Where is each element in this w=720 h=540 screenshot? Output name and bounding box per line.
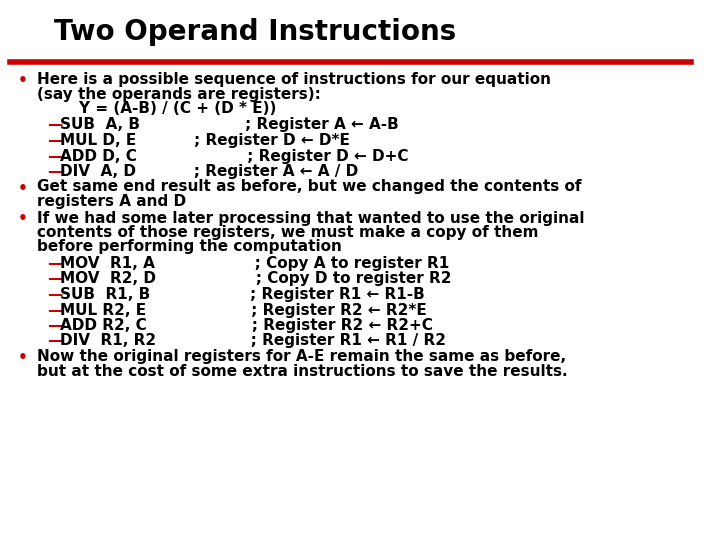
Text: —: — [47,133,62,148]
Text: SUB  R1, B                   ; Register R1 ← R1-B: SUB R1, B ; Register R1 ← R1-B [60,287,425,302]
Text: —: — [47,164,62,179]
Text: —: — [47,302,62,318]
Text: —: — [47,148,62,164]
Text: MUL R2, E                    ; Register R2 ← R2*E: MUL R2, E ; Register R2 ← R2*E [60,302,427,318]
Text: DIV  A, D           ; Register A ← A / D: DIV A, D ; Register A ← A / D [60,164,359,179]
Text: contents of those registers, we must make a copy of them: contents of those registers, we must mak… [37,225,539,240]
Text: Here is a possible sequence of instructions for our equation: Here is a possible sequence of instructi… [37,72,551,87]
Text: —: — [47,287,62,302]
Text: ADD D, C                     ; Register D ← D+C: ADD D, C ; Register D ← D+C [60,148,409,164]
Text: MOV  R2, D                   ; Copy D to register R2: MOV R2, D ; Copy D to register R2 [60,272,452,287]
Text: —: — [47,318,62,333]
Text: •: • [17,180,27,195]
Text: Now the original registers for A-E remain the same as before,: Now the original registers for A-E remai… [37,349,566,364]
Text: MUL D, E           ; Register D ← D*E: MUL D, E ; Register D ← D*E [60,133,350,148]
Text: —: — [47,272,62,287]
Text: •: • [17,212,27,226]
Text: before performing the computation: before performing the computation [37,240,342,254]
Text: SUB  A, B                    ; Register A ← A-B: SUB A, B ; Register A ← A-B [60,118,399,132]
Text: •: • [17,73,27,88]
Text: but at the cost of some extra instructions to save the results.: but at the cost of some extra instructio… [37,363,567,379]
Text: registers A and D: registers A and D [37,194,186,209]
Text: If we had some later processing that wanted to use the original: If we had some later processing that wan… [37,211,585,226]
Text: Y = (A-B) / (C + (D * E)): Y = (A-B) / (C + (D * E)) [37,101,276,116]
Text: Two Operand Instructions: Two Operand Instructions [53,18,456,46]
Text: •: • [17,350,27,365]
Text: ADD R2, C                    ; Register R2 ← R2+C: ADD R2, C ; Register R2 ← R2+C [60,318,433,333]
Text: MOV  R1, A                   ; Copy A to register R1: MOV R1, A ; Copy A to register R1 [60,256,449,271]
Text: —: — [47,118,62,132]
Text: (say the operands are registers):: (say the operands are registers): [37,86,321,102]
Text: Get same end result as before, but we changed the contents of: Get same end result as before, but we ch… [37,179,582,194]
Text: DIV  R1, R2                  ; Register R1 ← R1 / R2: DIV R1, R2 ; Register R1 ← R1 / R2 [60,334,446,348]
Text: —: — [47,256,62,271]
Text: —: — [47,334,62,348]
